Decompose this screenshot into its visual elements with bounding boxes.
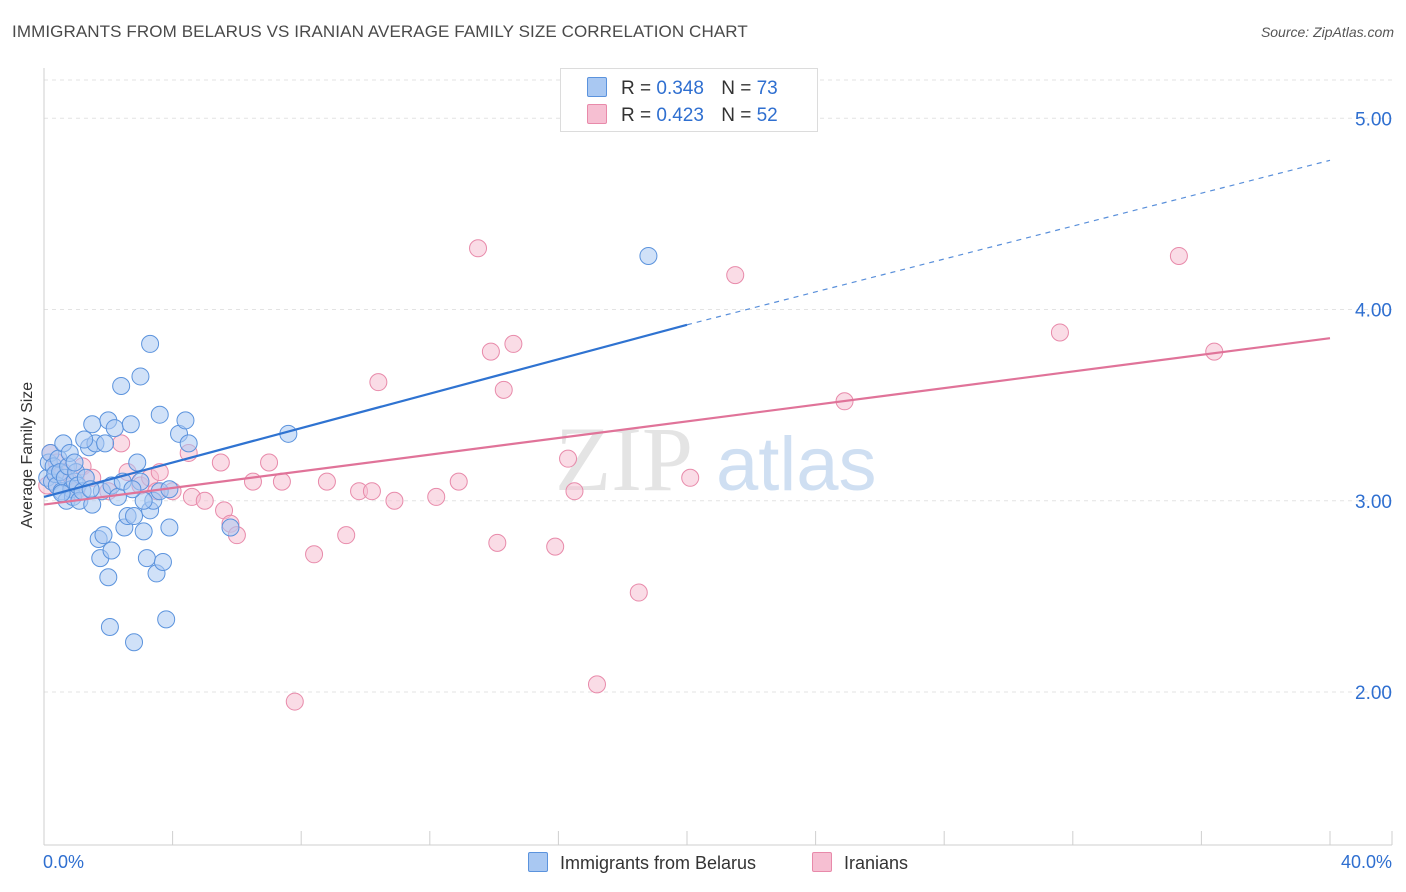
iranians-point	[369, 373, 388, 392]
belarus-point	[221, 518, 240, 537]
iranians-point	[1169, 246, 1188, 265]
x-tick-label-max: 40.0%	[1340, 852, 1392, 872]
iranians-point	[726, 266, 745, 285]
belarus-point	[157, 610, 176, 629]
belarus-trend-extension	[686, 159, 1331, 326]
iranians-point	[317, 472, 336, 491]
belarus-point	[75, 430, 94, 449]
belarus-point	[150, 405, 169, 424]
legend-r-label-iranians: R =	[621, 105, 652, 126]
iranians-point	[195, 491, 214, 510]
belarus-point	[125, 507, 144, 526]
source-credit: Source: ZipAtlas.com	[1260, 24, 1394, 40]
iranians-point	[211, 453, 230, 472]
belarus-point	[179, 434, 198, 453]
trend-lines	[43, 159, 1331, 506]
iranians-point	[337, 526, 356, 545]
belarus-point	[83, 415, 102, 434]
iranians-point	[587, 675, 606, 694]
bottom-legend-iranians: Iranians	[812, 852, 908, 874]
belarus-point	[160, 518, 179, 537]
iranians-trend-line	[43, 337, 1331, 506]
y-tick-label: 4.00	[1355, 301, 1392, 322]
legend-swatch-belarus	[587, 77, 607, 97]
chart-title: IMMIGRANTS FROM BELARUS VS IRANIAN AVERA…	[12, 22, 748, 41]
y-tick-labels: 2.00 3.00 4.00 5.00	[1355, 109, 1392, 704]
bottom-legend-swatch-belarus	[528, 852, 548, 872]
bottom-legend-label-belarus: Immigrants from Belarus	[560, 853, 757, 873]
iranians-point	[385, 491, 404, 510]
legend-n-value-iranians: 52	[756, 105, 778, 126]
legend-r-value-belarus: 0.348	[656, 78, 704, 99]
iranians-point	[559, 449, 578, 468]
watermark: ZIP atlas	[555, 408, 877, 510]
iranians-point	[565, 482, 584, 501]
iranians-point	[1050, 323, 1069, 342]
belarus-trend-line	[43, 323, 688, 498]
iranians-point	[504, 334, 523, 353]
iranians-point	[260, 453, 279, 472]
belarus-point	[153, 552, 172, 571]
legend-row-belarus: R = 0.348 N = 73	[587, 77, 778, 99]
y-tick-label: 5.00	[1355, 109, 1392, 130]
belarus-point	[134, 522, 153, 541]
iranians-point	[629, 583, 648, 602]
legend-n-label-belarus: N =	[721, 78, 752, 99]
iranians-point	[481, 342, 500, 361]
belarus-point	[141, 334, 160, 353]
iranians-point	[285, 692, 304, 711]
bottom-legend-label-iranians: Iranians	[844, 853, 909, 873]
belarus-point	[102, 541, 121, 560]
legend-row-iranians: R = 0.423 N = 52	[587, 104, 778, 126]
iranians-point	[112, 434, 131, 453]
belarus-point	[639, 246, 658, 265]
grid-lines	[44, 79, 1392, 693]
iranians-point	[681, 468, 700, 487]
belarus-point	[128, 453, 147, 472]
correlation-legend: R = 0.348 N = 73 R = 0.423 N = 52	[560, 68, 818, 132]
legend-n-label-iranians: N =	[721, 105, 752, 126]
belarus-point	[121, 415, 140, 434]
belarus-point	[131, 367, 150, 386]
belarus-point	[176, 411, 195, 430]
legend-r-label-belarus: R =	[621, 78, 652, 99]
iranians-point	[362, 482, 381, 501]
bottom-legend-swatch-iranians	[812, 852, 832, 872]
iranians-point	[449, 472, 468, 491]
legend-n-value-belarus: 73	[756, 78, 778, 99]
belarus-point	[112, 377, 131, 395]
belarus-point	[123, 480, 142, 499]
legend-swatch-iranians	[587, 104, 607, 124]
iranians-point	[469, 239, 488, 258]
belarus-point	[94, 526, 113, 545]
belarus-point	[105, 419, 124, 438]
belarus-point	[137, 549, 156, 568]
watermark-atlas: atlas	[716, 422, 877, 507]
x-tick-label-min: 0.0%	[43, 852, 85, 872]
iranians-point	[546, 537, 565, 556]
belarus-point	[100, 617, 119, 636]
iranians-point	[488, 533, 507, 552]
belarus-point	[65, 453, 84, 472]
iranians-point	[427, 487, 446, 506]
bottom-legend-belarus: Immigrants from Belarus	[528, 852, 756, 874]
belarus-point	[125, 633, 144, 652]
legend-r-value-iranians: 0.423	[656, 105, 704, 126]
iranians-point	[272, 472, 291, 491]
y-tick-label: 2.00	[1355, 683, 1392, 704]
iranians-point	[305, 545, 324, 564]
iranians-point	[494, 380, 513, 399]
series-belarus-points	[38, 246, 658, 652]
y-tick-label: 3.00	[1355, 492, 1392, 513]
belarus-point	[99, 568, 118, 587]
y-axis-label: Average Family Size	[19, 381, 36, 529]
belarus-point	[96, 434, 115, 453]
